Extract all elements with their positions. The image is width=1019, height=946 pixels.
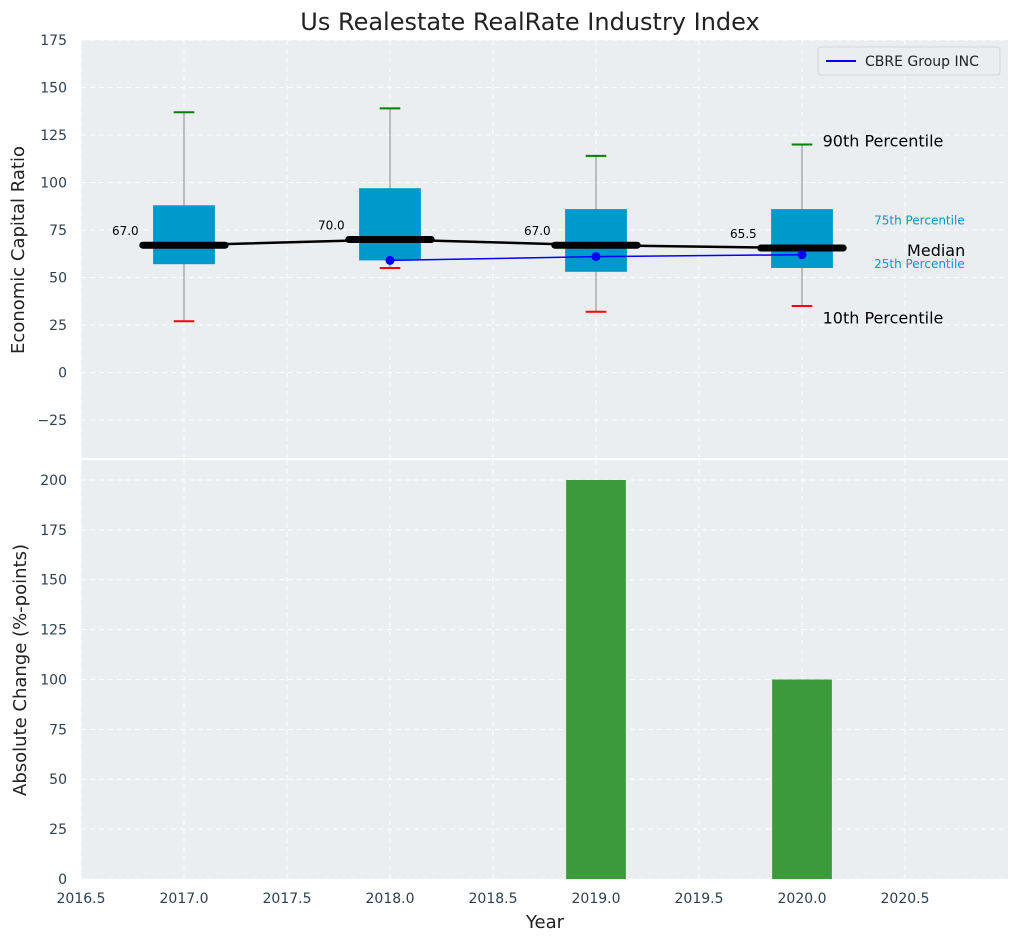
bottom-y-tick-label: 100 (40, 672, 67, 688)
company-series-point (797, 250, 807, 260)
p10-annotation: 10th Percentile (823, 308, 944, 327)
top-y-tick-label: 125 (40, 128, 67, 144)
percentile-box (153, 205, 215, 265)
median-annotation: Median (907, 241, 965, 260)
median-value-label: 67.0 (524, 224, 551, 238)
plot-layer: −25 0 25 50 75 100 125 150 175 0 25 50 75 100 125 150 17… (37, 33, 1008, 907)
percentile-box (565, 209, 627, 272)
bottom-y-tick-label: 200 (40, 473, 67, 489)
top-y-tick-label: 100 (40, 176, 67, 192)
percentile-box (359, 188, 421, 261)
top-y-tick-label: 175 (40, 33, 67, 49)
top-y-tick-label: 25 (49, 318, 67, 334)
x-tick-label: 2018.5 (469, 891, 518, 907)
bottom-panel-background (81, 460, 1008, 879)
x-tick-label: 2019.0 (572, 891, 621, 907)
median-value-label: 70.0 (318, 219, 345, 233)
x-tick-label: 2017.5 (263, 891, 312, 907)
top-panel-background (81, 40, 1008, 458)
legend-entry-label: CBRE Group INC (865, 54, 979, 70)
bottom-y-axis-label: Absolute Change (%-points) (10, 544, 31, 796)
bottom-y-tick-label: 75 (49, 722, 67, 738)
bottom-y-tick-label: 0 (58, 872, 67, 888)
bottom-y-tick-label: 125 (40, 623, 67, 639)
bottom-y-tick-label: 25 (49, 822, 67, 838)
company-series-point (591, 252, 601, 262)
top-y-tick-label: 150 (40, 81, 67, 97)
p90-annotation: 90th Percentile (823, 132, 944, 151)
top-y-tick-label: −25 (37, 413, 67, 429)
chart-title: Us Realestate RealRate Industry Index (300, 8, 759, 36)
p75-annotation: 75th Percentile (874, 214, 965, 228)
change-bar (566, 479, 626, 879)
top-y-tick-label: 0 (58, 366, 67, 382)
p25-annotation: 25th Percentile (874, 257, 965, 271)
company-series-point (385, 255, 395, 265)
median-value-label: 67.0 (112, 224, 139, 238)
median-value-label: 65.5 (730, 227, 757, 241)
x-tick-label: 2019.5 (675, 891, 724, 907)
x-tick-label: 2018.0 (366, 891, 415, 907)
legend-box (817, 46, 1001, 76)
x-tick-label: 2017.0 (160, 891, 209, 907)
x-tick-label: 2020.5 (881, 891, 930, 907)
bottom-y-tick-label: 50 (49, 772, 67, 788)
top-y-tick-label: 50 (49, 271, 67, 287)
x-tick-label: 2016.5 (57, 891, 106, 907)
change-bar (772, 679, 832, 879)
x-tick-label: 2020.0 (778, 891, 827, 907)
bottom-y-tick-label: 150 (40, 573, 67, 589)
bottom-y-tick-label: 175 (40, 523, 67, 539)
x-axis-label: Year (525, 912, 565, 933)
top-y-tick-label: 75 (49, 223, 67, 239)
top-y-axis-label: Economic Capital Ratio (8, 146, 29, 354)
